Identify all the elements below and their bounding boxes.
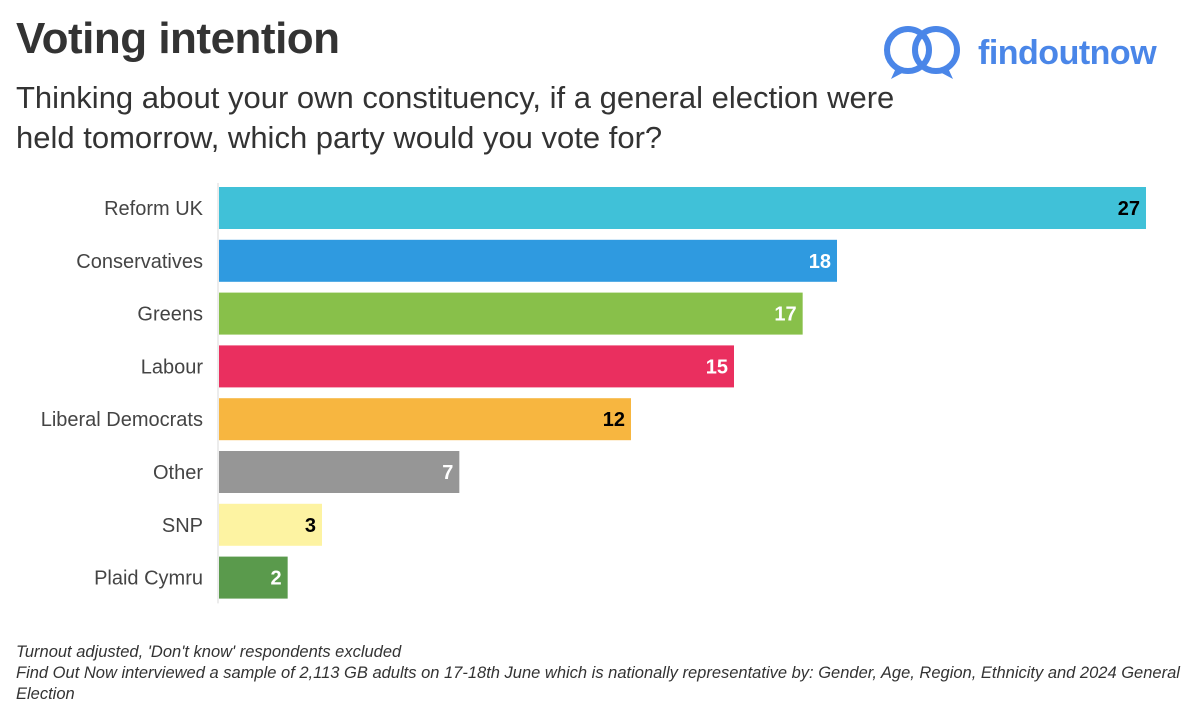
bar — [219, 503, 322, 546]
data-label: 27 — [1118, 198, 1140, 220]
bar — [219, 556, 288, 599]
footnote-methodology: Find Out Now interviewed a sample of 2,1… — [16, 664, 1180, 703]
data-label: 17 — [774, 304, 796, 326]
chart-subtitle: Thinking about your own constituency, if… — [16, 80, 895, 155]
category-label: Plaid Cymru — [94, 568, 203, 590]
category-label: Labour — [141, 356, 204, 378]
category-label: Reform UK — [104, 198, 204, 220]
category-label: Greens — [137, 304, 203, 326]
category-label: Other — [153, 462, 203, 484]
chart-title: Voting intention — [16, 14, 340, 63]
data-label: 18 — [809, 251, 831, 273]
bar — [219, 398, 631, 441]
category-label: SNP — [162, 515, 203, 537]
category-label: Liberal Democrats — [41, 409, 203, 431]
footnote-turnout: Turnout adjusted, 'Don't know' responden… — [16, 643, 402, 661]
logo-wordmark: findoutnow — [978, 33, 1157, 72]
data-label: 3 — [305, 515, 316, 537]
data-label: 12 — [603, 409, 625, 431]
bar — [219, 187, 1146, 229]
footnote: Turnout adjusted, 'Don't know' responden… — [16, 642, 1186, 705]
data-label: 7 — [442, 462, 453, 484]
category-label: Conservatives — [76, 251, 203, 273]
bar — [219, 451, 460, 493]
data-label: 2 — [271, 568, 282, 590]
bar — [219, 292, 803, 335]
data-label: 15 — [706, 356, 728, 378]
bar — [219, 345, 734, 388]
findoutnow-logo: findoutnow — [882, 24, 1157, 82]
bar — [219, 239, 837, 282]
overlapping-speech-bubbles-icon — [884, 26, 960, 79]
